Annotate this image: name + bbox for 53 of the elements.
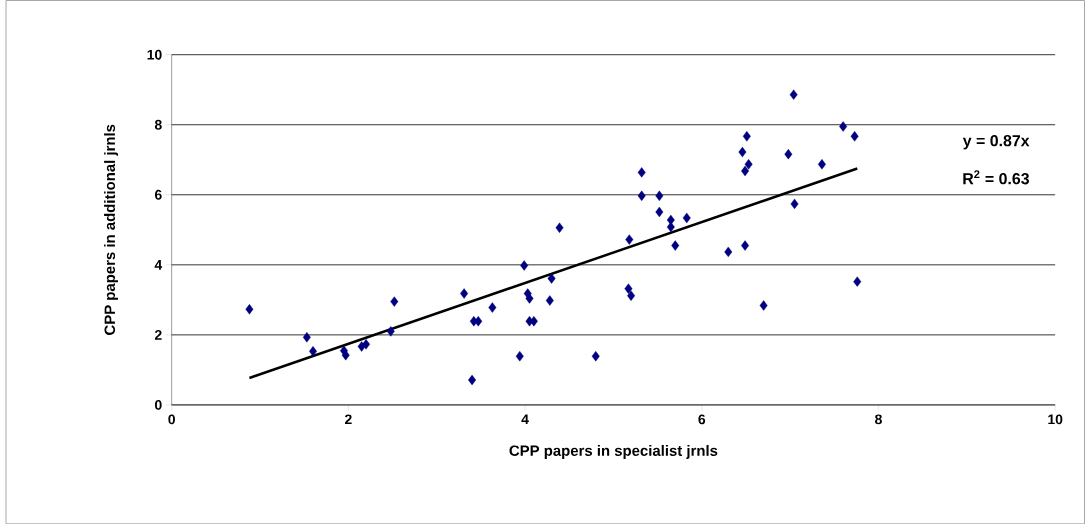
- point: [671, 240, 680, 251]
- point: [545, 295, 554, 306]
- annotation: y = 0.87x: [962, 134, 1030, 150]
- point: [460, 288, 469, 299]
- x-tick-label: 6: [698, 414, 706, 425]
- point: [302, 332, 311, 343]
- point: [682, 212, 691, 223]
- point: [245, 303, 254, 315]
- x-tick-label: 2: [344, 414, 352, 424]
- point: [390, 296, 399, 307]
- x-axis-title: CPP papers in specialist jrnls: [509, 444, 718, 459]
- point: [853, 276, 862, 287]
- y-tick-label: 10: [147, 49, 162, 60]
- annotation: R$^{2}$ = 0.63: [963, 170, 1029, 185]
- y-tick-label: 0: [155, 399, 162, 410]
- point: [555, 222, 564, 233]
- y-tick-label: 8: [154, 119, 162, 130]
- point: [362, 339, 370, 350]
- point: [309, 346, 317, 357]
- point: [655, 190, 664, 201]
- x-tick-label: 4: [521, 414, 529, 424]
- point: [850, 130, 859, 142]
- point: [386, 326, 395, 337]
- point: [627, 290, 636, 301]
- y-tick-label: 2: [154, 329, 162, 340]
- point: [759, 300, 768, 311]
- point: [520, 260, 529, 271]
- point: [724, 246, 733, 257]
- point: [637, 190, 646, 201]
- point: [488, 302, 497, 313]
- point: [738, 146, 747, 158]
- point: [790, 198, 799, 209]
- point: [515, 350, 524, 362]
- x-tick-label: 0: [168, 414, 175, 425]
- point: [741, 240, 749, 251]
- point: [839, 121, 848, 132]
- point: [525, 293, 534, 304]
- point: [624, 283, 633, 294]
- point: [789, 89, 798, 100]
- point: [784, 148, 793, 160]
- point: [742, 130, 751, 142]
- y-tick-label: 6: [154, 189, 162, 200]
- point: [637, 167, 646, 178]
- y-tick-label: 4: [154, 259, 163, 270]
- point: [547, 273, 556, 284]
- x-tick-label: 8: [875, 414, 882, 425]
- point: [655, 206, 664, 217]
- y-axis-title: CPP papers in additional jrnls: [104, 124, 119, 335]
- point: [741, 165, 749, 176]
- point: [591, 350, 600, 362]
- point: [625, 234, 634, 245]
- x-tick-label: 10: [1048, 414, 1063, 425]
- point: [744, 158, 753, 170]
